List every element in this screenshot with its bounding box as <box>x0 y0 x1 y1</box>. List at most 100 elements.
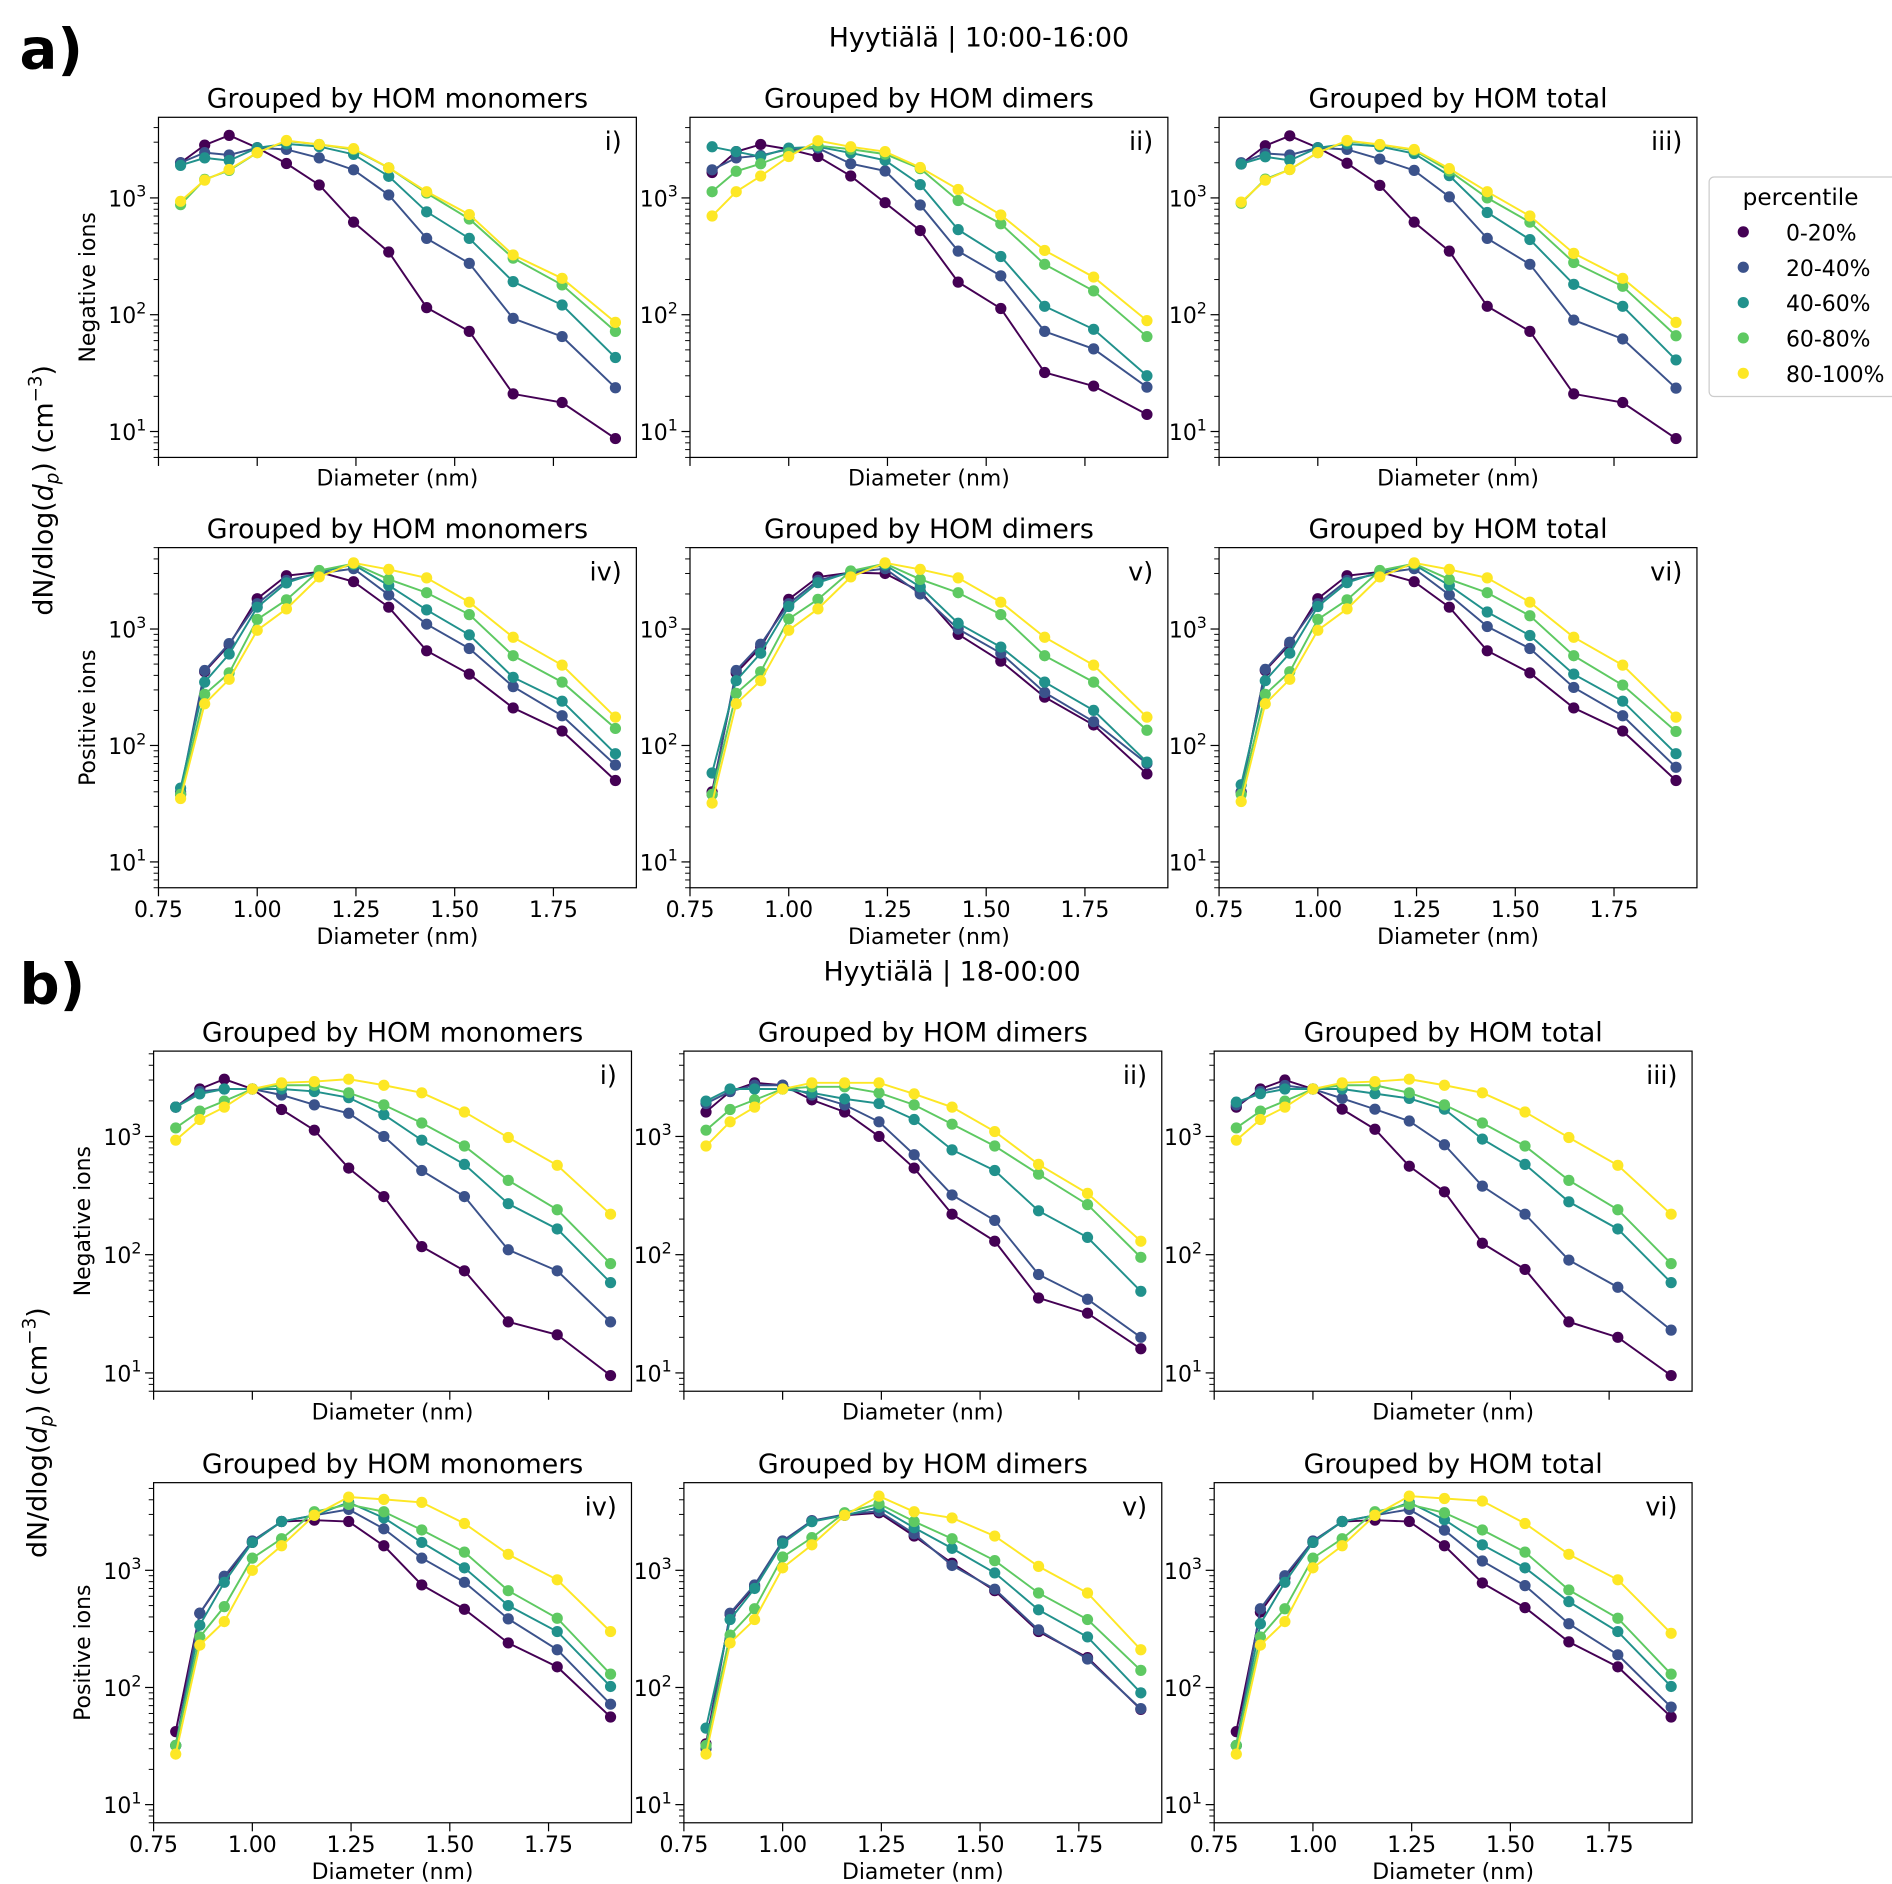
data-point <box>174 195 187 207</box>
y-tick-exp: 1 <box>668 415 678 434</box>
data-point <box>1443 563 1455 576</box>
series-40-60% <box>706 559 1153 779</box>
data-point <box>343 1087 355 1099</box>
data-point <box>1369 1088 1381 1100</box>
data-point <box>1135 1664 1147 1676</box>
data-point <box>463 232 475 245</box>
data-point <box>879 165 891 177</box>
y-tick-label: 101 <box>103 1788 141 1819</box>
data-point <box>989 1214 1001 1226</box>
x-tick-label: 1.25 <box>332 898 381 923</box>
data-point <box>280 603 293 615</box>
data-point <box>1369 1075 1381 1088</box>
x-tick-label: 1.75 <box>1061 898 1110 923</box>
data-point <box>1081 1631 1094 1643</box>
x-axis-label: Diameter (nm) <box>848 925 1010 950</box>
data-point <box>1665 1369 1677 1382</box>
data-point <box>700 1095 712 1107</box>
data-point <box>1088 323 1100 335</box>
legend-entry: 40-60% <box>1737 292 1871 317</box>
data-point <box>1032 1205 1045 1217</box>
y-tick-label: 103 <box>640 182 678 213</box>
data-point <box>1141 711 1153 723</box>
data-point <box>1135 1644 1147 1656</box>
data-point <box>421 572 433 584</box>
data-point <box>748 1603 761 1615</box>
data-point <box>223 637 235 650</box>
y-tick-label: 103 <box>634 1554 672 1585</box>
data-point <box>383 601 395 613</box>
ylabel-part: ) <box>28 365 59 375</box>
data-point <box>995 608 1007 621</box>
data-point <box>730 186 742 198</box>
data-point <box>1519 1158 1531 1171</box>
data-point <box>170 1134 182 1146</box>
series-line <box>1240 563 1677 785</box>
data-point <box>1279 1101 1291 1113</box>
series-80-100% <box>706 135 1153 327</box>
data-point <box>995 302 1007 315</box>
data-point <box>1665 1277 1677 1289</box>
data-point <box>1476 1577 1488 1589</box>
y-tick-exp: 2 <box>668 729 678 748</box>
subplot-tag: v) <box>1122 1493 1147 1523</box>
data-point <box>995 250 1007 263</box>
legend-marker <box>1737 296 1749 309</box>
y-tick-label: 102 <box>103 1671 141 1702</box>
data-point <box>246 1552 258 1564</box>
data-point <box>946 1542 958 1554</box>
data-point <box>1307 1083 1319 1095</box>
data-point <box>989 1567 1001 1579</box>
y-tick-exp: 3 <box>136 182 146 201</box>
data-point <box>308 1075 320 1088</box>
data-point <box>551 1625 563 1638</box>
data-point <box>1312 613 1324 625</box>
data-point <box>551 1574 563 1586</box>
data-point <box>1670 748 1682 760</box>
data-point <box>502 1548 514 1560</box>
data-point <box>1088 343 1100 355</box>
x-tick-label: 1.50 <box>956 1833 1005 1858</box>
subplot-title: Grouped by HOM monomers <box>207 514 588 545</box>
data-point <box>730 687 742 700</box>
y-tick-exp: 3 <box>131 1554 141 1573</box>
data-point <box>952 276 964 288</box>
series-40-60% <box>174 559 622 794</box>
y-tick-exp: 1 <box>131 1788 141 1807</box>
data-point <box>908 1506 920 1518</box>
data-point <box>458 1158 471 1171</box>
x-tick-label: 1.00 <box>758 1833 807 1858</box>
data-point <box>194 1113 206 1126</box>
data-point <box>194 1088 206 1100</box>
y-tick-label: 103 <box>634 1120 672 1151</box>
data-point <box>946 1559 958 1572</box>
x-tick-label: 0.75 <box>1195 898 1244 923</box>
data-point <box>1568 247 1580 259</box>
data-point <box>218 1083 230 1095</box>
y-tick-base: 10 <box>1169 619 1197 644</box>
x-tick-label: 1.75 <box>524 1833 573 1858</box>
y-tick-base: 10 <box>1169 735 1197 760</box>
y-tick-base: 10 <box>1169 304 1197 329</box>
data-point <box>1443 601 1455 613</box>
series-line <box>1240 140 1677 337</box>
data-point <box>995 218 1007 230</box>
data-point <box>1443 573 1455 585</box>
data-point <box>1403 1515 1415 1528</box>
y-tick-base: 10 <box>634 1677 662 1702</box>
data-point <box>218 1101 230 1113</box>
data-point <box>1519 1562 1531 1574</box>
x-axis-label: Diameter (nm) <box>317 925 479 950</box>
series-40-60% <box>170 1083 617 1289</box>
series-line <box>179 562 617 795</box>
data-point <box>502 1613 514 1625</box>
data-point <box>378 1493 390 1506</box>
data-point <box>343 1107 355 1119</box>
subplot-title: Grouped by HOM total <box>1308 84 1607 115</box>
data-point <box>908 1113 920 1126</box>
series-line <box>1235 1088 1672 1284</box>
data-point <box>609 432 622 445</box>
data-point <box>463 642 475 655</box>
y-tick-label: 102 <box>108 298 146 329</box>
series-80-100% <box>1230 1073 1677 1220</box>
